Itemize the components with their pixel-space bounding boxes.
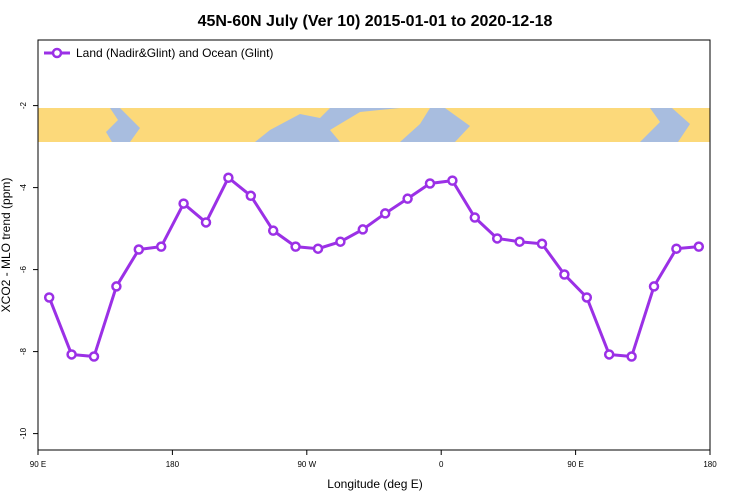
- y-tick-label: -10: [19, 427, 28, 439]
- data-point: [200, 217, 212, 228]
- series-line: [47, 175, 699, 359]
- data-point: [155, 241, 167, 252]
- data-point: [581, 292, 593, 303]
- x-tick-label: 90 W: [297, 460, 316, 469]
- data-point: [648, 281, 660, 292]
- data-point: [626, 351, 637, 362]
- data-point: [88, 351, 100, 362]
- data-point: [245, 190, 257, 202]
- data-point: [491, 233, 503, 244]
- x-axis-label: Longitude (deg E): [327, 477, 422, 491]
- data-point: [402, 193, 413, 204]
- data-point: [133, 244, 145, 255]
- data-point: [111, 281, 122, 292]
- data-point: [267, 225, 279, 236]
- data-point: [514, 236, 525, 247]
- plot-frame: [37, 39, 711, 451]
- x-tick-label: 90 E: [567, 460, 583, 469]
- y-axis-label: XCO2 - MLO trend (ppm): [0, 178, 13, 313]
- data-point: [357, 224, 369, 235]
- data-point: [43, 292, 55, 303]
- x-tick-label: 90 E: [30, 460, 46, 469]
- data-point: [536, 238, 548, 250]
- x-tick-label: 180: [703, 460, 717, 469]
- data-point: [424, 178, 436, 189]
- data-point: [290, 241, 301, 252]
- data-point: [66, 349, 77, 360]
- x-tick-label: 180: [166, 460, 180, 469]
- data-point: [379, 208, 391, 219]
- legend-marker: [51, 47, 63, 59]
- legend-label: Land (Nadir&Glint) and Ocean (Glint): [76, 46, 273, 60]
- chart-title: 45N-60N July (Ver 10) 2015-01-01 to 2020…: [198, 13, 553, 30]
- data-point: [671, 243, 682, 254]
- map-strip: [38, 108, 710, 142]
- data-point: [178, 198, 189, 209]
- data-point: [447, 175, 458, 186]
- data-point: [603, 349, 615, 360]
- x-tick-label: 0: [439, 460, 444, 469]
- y-tick-label: -4: [19, 183, 28, 191]
- data-point: [559, 269, 570, 280]
- data-point: [469, 212, 481, 223]
- data-point: [223, 172, 234, 184]
- y-tick-label: -2: [19, 101, 28, 109]
- y-tick-label: -6: [19, 265, 28, 273]
- data-point: [335, 236, 346, 247]
- data-point: [693, 241, 705, 252]
- data-point: [312, 243, 324, 254]
- y-tick-label: -8: [19, 347, 28, 355]
